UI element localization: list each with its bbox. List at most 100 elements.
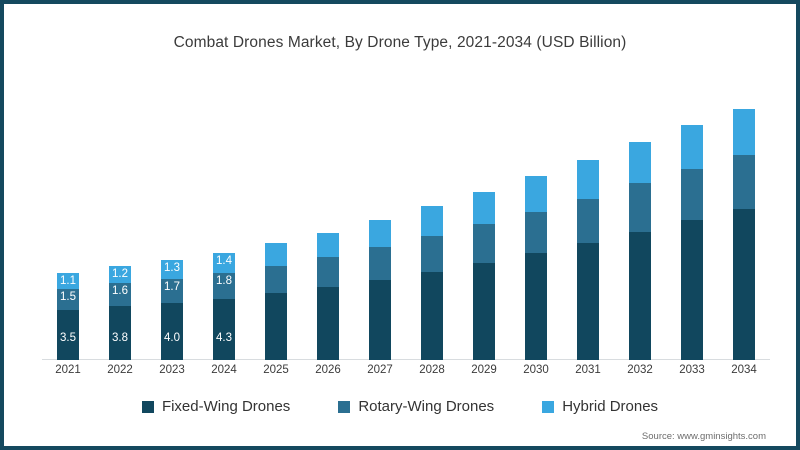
bar-segment[interactable] <box>473 224 495 263</box>
stacked-bar[interactable] <box>629 141 651 360</box>
bar-segment[interactable] <box>733 208 755 360</box>
bar-group <box>517 96 555 360</box>
page-title: Combat Drones Market, By Drone Type, 202… <box>173 34 627 51</box>
legend-item[interactable]: Hybrid Drones <box>542 398 658 415</box>
bar-segment[interactable] <box>525 252 547 360</box>
legend-label: Fixed-Wing Drones <box>161 398 291 415</box>
bar-segment[interactable] <box>473 262 495 360</box>
stacked-bar[interactable] <box>577 160 599 360</box>
x-axis-tick-label: 2029 <box>471 364 497 376</box>
x-axis-tick-label: 2023 <box>159 364 185 376</box>
stacked-bar[interactable]: 1.2 1.6 3.8 <box>109 265 131 360</box>
bar-segment[interactable] <box>681 168 703 221</box>
bar-value-label: 1.3 <box>164 262 180 275</box>
stacked-bar[interactable] <box>369 220 391 360</box>
bar-value-label: 3.5 <box>60 331 76 344</box>
x-axis-tick-label: 2030 <box>523 364 549 376</box>
bar-segment[interactable] <box>525 175 547 212</box>
bar-value-label: 1.1 <box>60 274 76 287</box>
bar-segment[interactable]: 1.5 <box>57 288 79 311</box>
stacked-bar[interactable] <box>473 191 495 360</box>
stacked-bar[interactable]: 1.3 1.7 4.0 <box>161 260 183 360</box>
stacked-bar[interactable]: 1.1 1.5 3.5 <box>57 272 79 360</box>
bar-segment[interactable]: 3.8 <box>109 305 131 360</box>
bar-group <box>361 96 399 360</box>
bar-segment[interactable]: 4.3 <box>213 298 235 360</box>
x-axis-tick-label: 2031 <box>575 364 601 376</box>
bar-group <box>725 96 763 360</box>
legend-item[interactable]: Rotary-Wing Drones <box>338 398 494 415</box>
bar-group <box>621 96 659 360</box>
bar-group <box>257 96 295 360</box>
bar-segment[interactable]: 1.4 <box>213 253 235 273</box>
x-axis-line <box>42 359 770 360</box>
bar-segment[interactable] <box>577 160 599 199</box>
stacked-bar[interactable] <box>421 205 443 360</box>
legend-swatch-icon <box>141 400 154 413</box>
stacked-bar[interactable] <box>265 243 287 360</box>
bar-segment[interactable] <box>317 233 339 258</box>
bar-segment[interactable] <box>421 205 443 236</box>
x-axis-tick-label: 2022 <box>107 364 133 376</box>
bar-segment[interactable]: 1.2 <box>109 265 131 283</box>
bar-segment[interactable]: 1.8 <box>213 272 235 299</box>
legend-label: Rotary-Wing Drones <box>358 398 495 415</box>
bar-segment[interactable] <box>473 191 495 225</box>
bar-segment[interactable]: 1.6 <box>109 282 131 306</box>
bar-segment[interactable] <box>733 154 755 209</box>
bar-segment[interactable] <box>265 265 287 293</box>
stacked-bar[interactable] <box>733 108 755 360</box>
bar-segment[interactable] <box>317 257 339 288</box>
bar-value-label: 4.0 <box>164 331 180 344</box>
bar-segment[interactable] <box>317 287 339 360</box>
x-axis-tick-label: 2021 <box>55 364 81 376</box>
bar-group <box>673 96 711 360</box>
x-axis-tick-label: 2027 <box>367 364 393 376</box>
x-axis-tick-label: 2033 <box>679 364 705 376</box>
bar-segment[interactable] <box>369 220 391 248</box>
bar-segment[interactable] <box>421 235 443 272</box>
bar-segment[interactable]: 3.5 <box>57 310 79 360</box>
bar-group: 1.3 1.7 4.0 <box>153 96 191 360</box>
stacked-bar[interactable] <box>525 175 547 360</box>
plot-area: 1.1 1.5 3.5 1.2 1.6 3.8 1.3 1.7 4.0 1.4 1.8 4.3 202… <box>42 96 770 376</box>
chart-canvas: Combat Drones Market, By Drone Type, 202… <box>4 4 796 446</box>
stacked-bar[interactable] <box>317 233 339 360</box>
bar-segment[interactable] <box>525 211 547 253</box>
bar-segment[interactable] <box>577 198 599 243</box>
bar-segment[interactable]: 1.1 <box>57 272 79 289</box>
bar-value-label: 1.8 <box>216 274 232 287</box>
legend-item[interactable]: Fixed-Wing Drones <box>141 398 291 415</box>
source-attribution: Source: www.gminsights.com <box>641 431 766 442</box>
chart-legend: Fixed-Wing Drones Rotary-Wing Drones Hybri… <box>6 398 794 415</box>
bar-segment[interactable] <box>421 271 443 360</box>
bar-segment[interactable] <box>629 231 651 360</box>
bar-group: 1.2 1.6 3.8 <box>101 96 139 360</box>
bar-value-label: 3.8 <box>112 331 128 344</box>
bar-group: 1.4 1.8 4.3 <box>205 96 243 360</box>
bar-value-label: 4.3 <box>216 331 232 344</box>
bar-segment[interactable]: 1.7 <box>161 278 183 303</box>
bar-segment[interactable] <box>733 108 755 155</box>
bar-segment[interactable] <box>629 183 651 232</box>
bar-segment[interactable]: 4.0 <box>161 302 183 360</box>
bar-segment[interactable] <box>629 141 651 184</box>
bar-segment[interactable] <box>577 242 599 360</box>
bar-segment[interactable] <box>681 220 703 360</box>
bar-segment[interactable] <box>369 247 391 281</box>
bar-group <box>413 96 451 360</box>
x-axis-tick-label: 2025 <box>263 364 289 376</box>
bar-segment[interactable] <box>681 124 703 169</box>
bar-segment[interactable] <box>265 243 287 266</box>
bar-segment[interactable] <box>369 280 391 360</box>
legend-swatch-icon <box>542 400 555 413</box>
bar-value-label: 1.6 <box>112 284 128 297</box>
bar-segment[interactable]: 1.3 <box>161 260 183 279</box>
stacked-bar[interactable]: 1.4 1.8 4.3 <box>213 253 235 360</box>
bar-value-label: 1.5 <box>60 290 76 303</box>
legend-swatch-icon <box>338 400 351 413</box>
x-axis-tick-label: 2034 <box>731 364 757 376</box>
bar-segment[interactable] <box>265 292 287 360</box>
stacked-bar[interactable] <box>681 124 703 360</box>
